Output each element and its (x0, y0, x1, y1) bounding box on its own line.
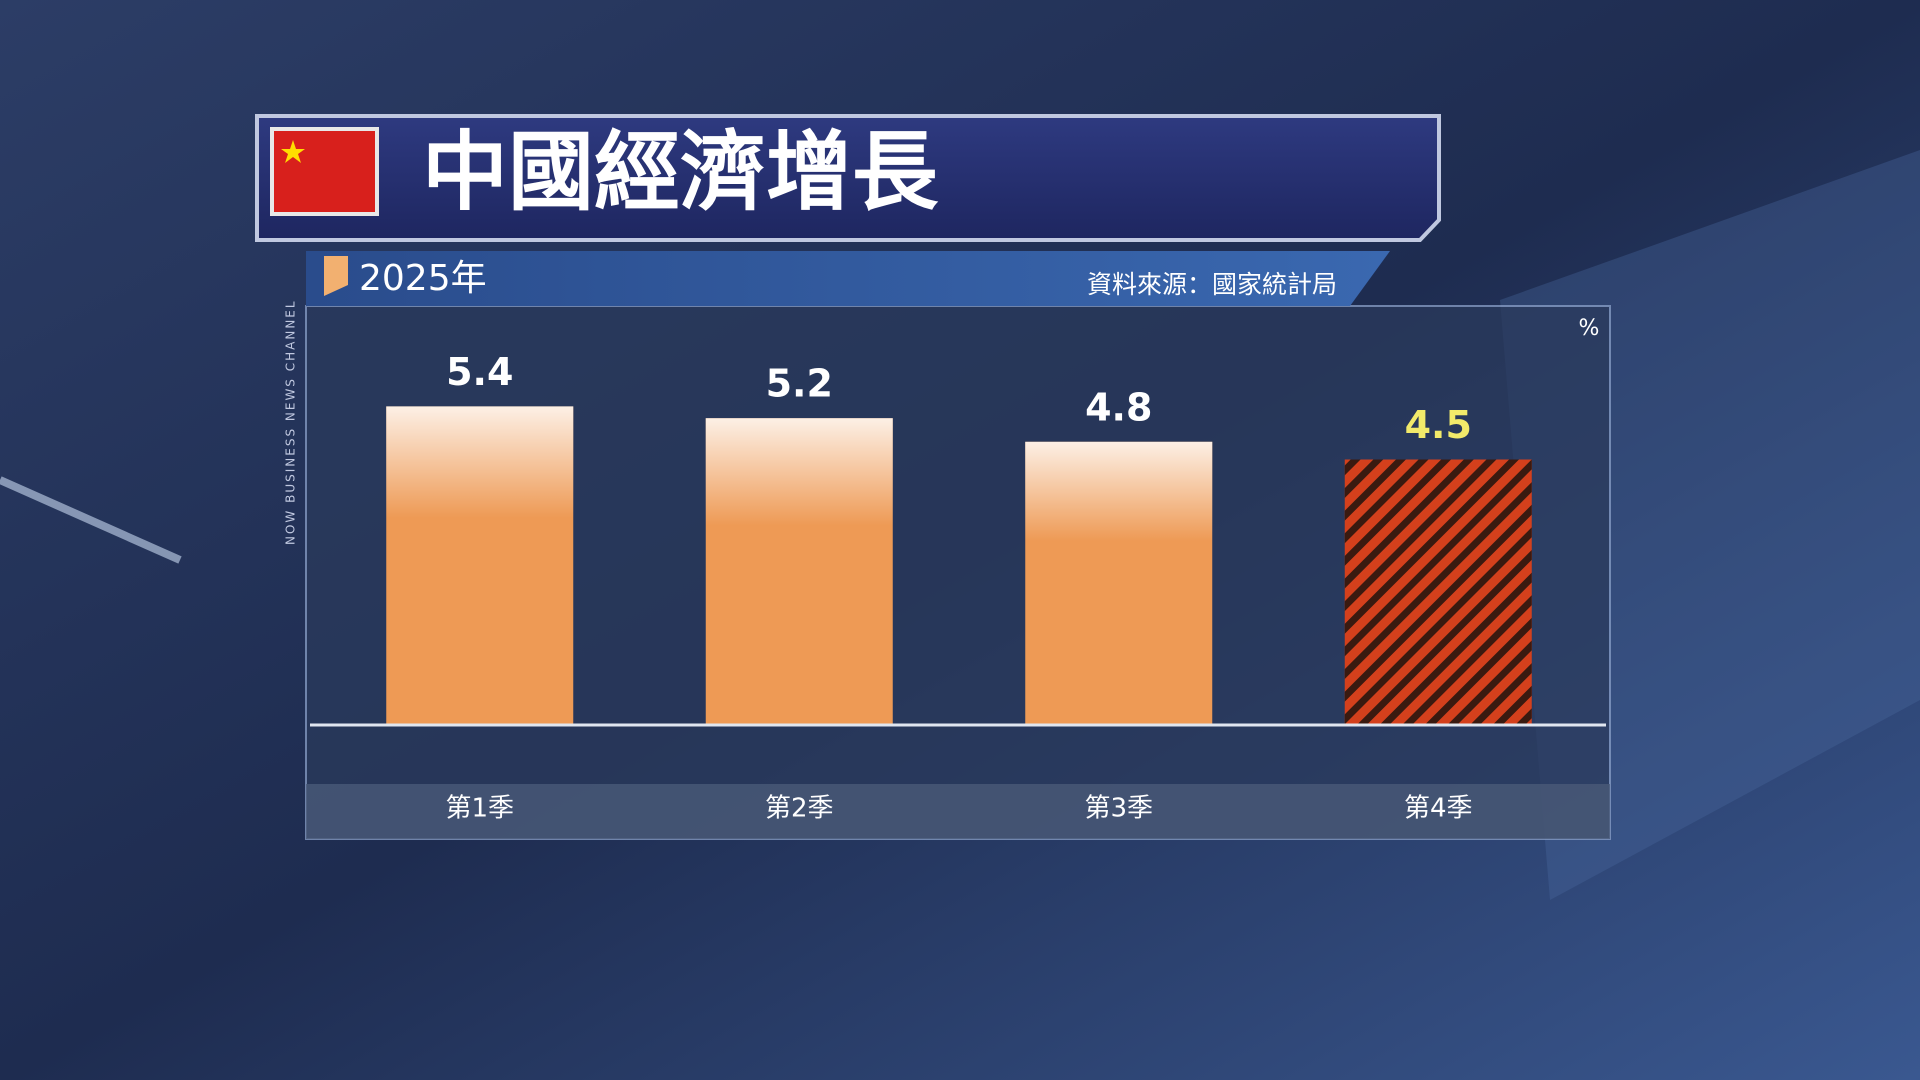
x-tick-label: 第2季 (765, 794, 834, 824)
subtitle-bar (306, 251, 1390, 306)
bar-sheen (705, 418, 893, 725)
value-label: 4.5 (1405, 403, 1472, 447)
bar-hatch (1344, 459, 1532, 725)
flag (270, 127, 379, 216)
subtitle-marker (324, 256, 348, 296)
value-label: 5.2 (766, 362, 833, 406)
bar-sheen (1025, 441, 1213, 725)
category-band (306, 784, 1610, 839)
bar-sheen (386, 406, 574, 725)
value-label: 4.8 (1085, 385, 1152, 429)
flag-star (281, 140, 305, 163)
chart-title: 中國經濟增長 (422, 122, 939, 222)
x-tick-label: 第4季 (1404, 794, 1473, 824)
channel-label: NOW BUSINESS NEWS CHANNEL (284, 299, 298, 545)
subtitle: 2025年 (359, 258, 487, 299)
title-bar (255, 114, 1441, 242)
value-label: 5.4 (446, 350, 513, 394)
unit-label: % (1579, 316, 1600, 341)
x-tick-label: 第3季 (1084, 794, 1153, 824)
source: 資料來源：國家統計局 (1087, 270, 1337, 299)
x-tick-label: 第1季 (445, 794, 514, 824)
bg-streak (0, 476, 182, 564)
